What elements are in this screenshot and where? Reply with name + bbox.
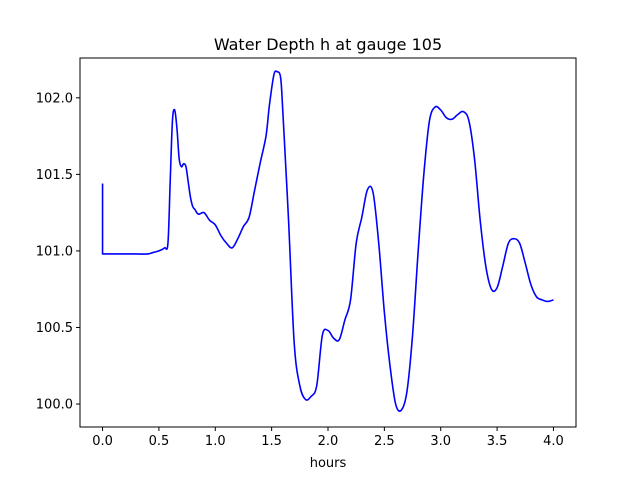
x-tick-label: 2.5	[374, 434, 395, 449]
x-axis-label: hours	[310, 456, 347, 471]
y-tick-label: 100.0	[36, 398, 73, 413]
x-tick-label: 3.5	[487, 434, 508, 449]
x-tick-label: 1.0	[205, 434, 226, 449]
x-tick-label: 4.0	[543, 434, 564, 449]
x-tick-label: 2.0	[318, 434, 339, 449]
x-tick-label: 3.0	[430, 434, 451, 449]
y-tick-label: 101.5	[36, 168, 73, 183]
chart-title: Water Depth h at gauge 105	[214, 35, 442, 54]
y-tick-label: 100.5	[36, 321, 73, 336]
y-tick-label: 101.0	[36, 244, 73, 259]
x-tick-label: 0.5	[149, 434, 170, 449]
y-tick-label: 102.0	[36, 91, 73, 106]
x-tick-label: 1.5	[261, 434, 282, 449]
series-layer	[101, 70, 554, 412]
water-depth-line	[101, 70, 554, 412]
y-axis-ticks: 100.0 100.5 101.0 101.5 102.0	[36, 91, 80, 413]
x-axis-ticks: 0.0 0.5 1.0 1.5 2.0 2.5 3.0 3.5 4.0	[92, 427, 564, 449]
x-tick-label: 0.0	[92, 434, 113, 449]
